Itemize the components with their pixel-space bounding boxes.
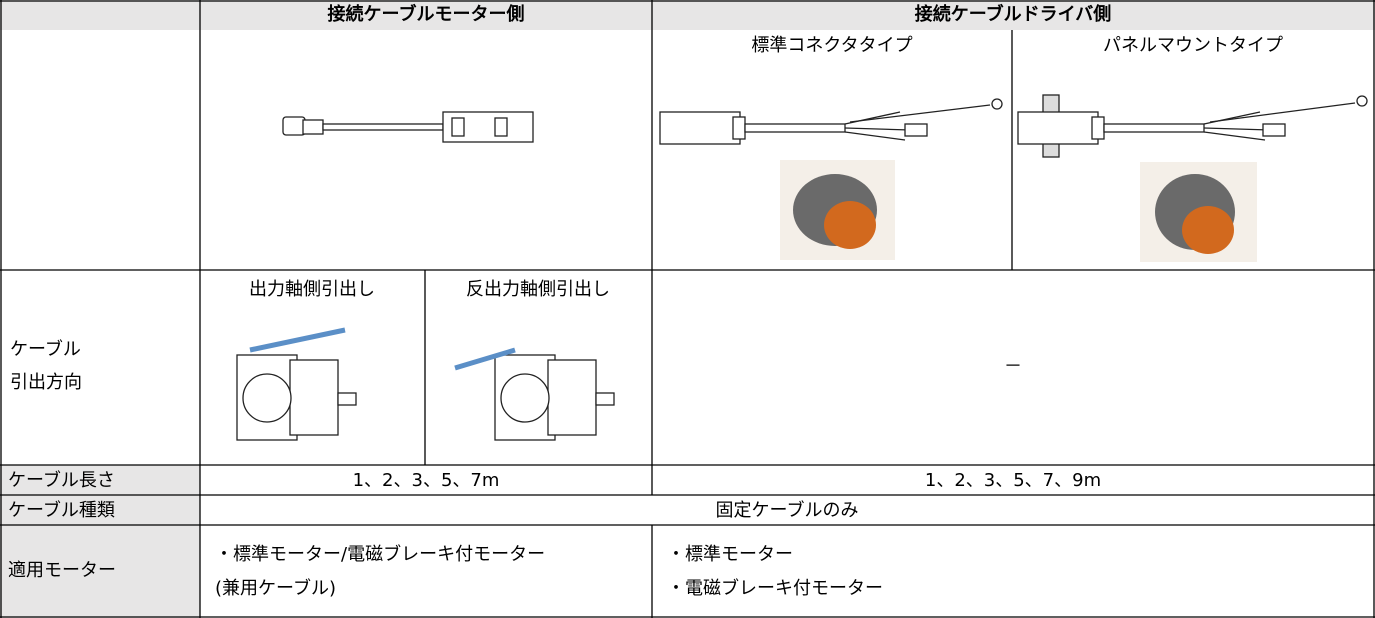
row-label: ケーブル長さ [8,469,115,491]
motor-cable-drawing [282,111,534,143]
row-label: ケーブル種類 [8,499,115,521]
output-shaft-drawing [236,327,357,441]
subheader: パネルマウントタイプ [1103,35,1283,56]
counter-output-shaft-drawing [454,347,615,441]
label-band [0,465,200,618]
row-label: 引出方向 [10,372,82,393]
cell-text: 出力軸側引出し [249,279,375,300]
cell-text: ・標準モーター [667,544,793,565]
header-title: 接続ケーブルドライバ側 [915,3,1112,25]
header-title: 接続ケーブルモーター側 [328,3,525,25]
row-label: ケーブル [10,338,81,360]
cell-text: (兼用ケーブル) [215,577,336,599]
header-band [0,0,1375,30]
cell-text: 1、2、3、5、7m [353,470,500,491]
cell-text: ・標準モーター/電磁ブレーキ付モーター [215,543,545,565]
row-label: 適用モーター [8,560,116,581]
cell-text: 反出力軸側引出し [466,279,610,300]
cell-text: 固定ケーブルのみ [716,499,859,521]
cell-text: ・電磁ブレーキ付モーター [667,577,883,599]
panel-mount-drawing [1017,94,1368,262]
standard-connector-drawing [659,98,1003,260]
subheader: 標準コネクタタイプ [751,35,912,56]
cell-text: － [1004,356,1022,377]
cell-text: 1、2、3、5、7、9m [925,470,1101,491]
